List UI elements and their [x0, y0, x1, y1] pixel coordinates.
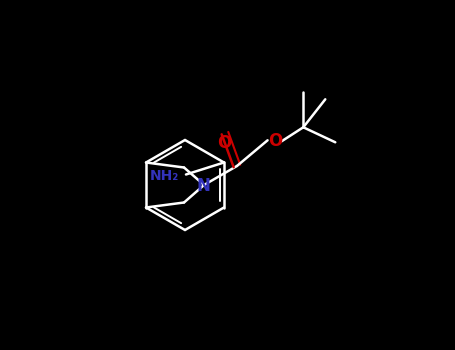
Text: O: O: [217, 134, 231, 152]
Text: O: O: [268, 132, 283, 150]
Text: N: N: [196, 177, 210, 195]
Text: NH₂: NH₂: [149, 169, 179, 183]
